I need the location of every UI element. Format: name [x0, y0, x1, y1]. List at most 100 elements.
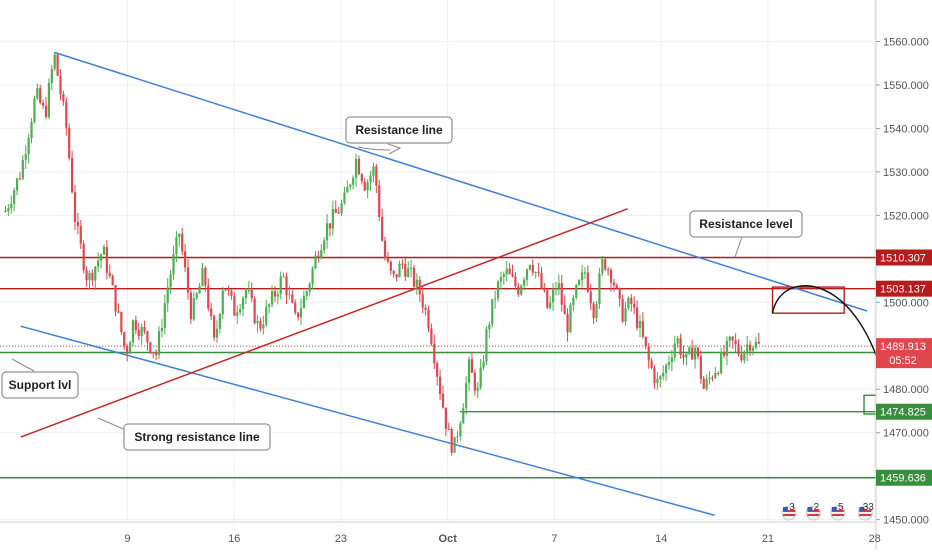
candle-body	[540, 272, 543, 289]
candle-body	[618, 288, 621, 299]
candle-body	[491, 299, 494, 325]
candle-body	[354, 158, 358, 178]
candle-body	[714, 373, 717, 378]
candle-body	[534, 272, 537, 274]
candle-body	[288, 294, 291, 296]
support-lvl-callout[interactable]: Support lvl	[1, 358, 79, 399]
candle-body	[210, 308, 213, 317]
candle-body	[157, 331, 161, 356]
candle-body	[407, 268, 410, 277]
candle-body	[514, 276, 517, 287]
candle-body	[369, 175, 372, 183]
candle-body	[27, 138, 30, 155]
candle-body	[270, 291, 274, 305]
candle-body	[731, 336, 734, 341]
y-tick-label: 1560.000	[883, 37, 929, 49]
candle-body	[520, 285, 523, 295]
candle-body	[279, 276, 282, 295]
candle-body	[13, 190, 16, 204]
candle-body	[233, 295, 236, 316]
candle-body	[627, 297, 630, 309]
candle-body	[757, 341, 760, 344]
candle-body	[410, 267, 413, 269]
candle-body	[462, 407, 465, 424]
candle-body	[218, 314, 221, 329]
candle-body	[160, 327, 164, 332]
event-flag: 2	[805, 502, 821, 521]
candle-body	[502, 274, 505, 278]
candle-body	[630, 297, 633, 304]
candle-body	[105, 246, 108, 273]
event-count-label: 2	[814, 502, 820, 513]
candle-body	[102, 246, 106, 255]
countdown-label: 05:52	[889, 355, 917, 367]
candle-body	[134, 320, 137, 331]
price-labels: 1510.3071503.1371488.4491474.8251459.636…	[876, 249, 932, 486]
candle-body	[10, 203, 13, 209]
y-tick-label: 1540.000	[883, 123, 929, 135]
candle-body	[120, 311, 123, 333]
level-price-tag	[876, 469, 932, 486]
candle-body	[76, 221, 79, 227]
candle-body	[21, 159, 24, 179]
candle-body	[68, 127, 71, 159]
candle-body	[126, 346, 129, 354]
candle-body	[418, 279, 421, 295]
candle-body	[323, 240, 326, 251]
candle-body	[250, 290, 253, 299]
candle-body	[291, 294, 294, 303]
candle-body	[656, 379, 659, 383]
candle-body	[94, 266, 97, 281]
candle-body	[137, 330, 140, 337]
candle-body	[746, 344, 749, 352]
candle-body	[47, 83, 51, 117]
candle-body	[682, 354, 685, 358]
time-axis[interactable]: 9 16 23 Oct 7 14 21 28	[124, 533, 880, 545]
event-flag-canton	[807, 507, 813, 511]
candle-body	[325, 223, 329, 241]
y-tick-label: 1450.000	[883, 515, 929, 527]
candle-body	[485, 329, 488, 362]
candle-body	[265, 306, 268, 325]
candle-body	[528, 265, 531, 270]
candle-body	[734, 340, 737, 345]
strong-resistance-line-callout[interactable]: Strong resistance line	[97, 417, 271, 451]
callouts: Resistance line Resistance level Support…	[1, 116, 803, 451]
candle-body	[346, 187, 349, 193]
candle-body	[508, 268, 511, 275]
candle-body	[424, 307, 427, 310]
candle-body	[580, 272, 584, 281]
resistance-level-callout[interactable]: Resistance level	[689, 210, 803, 258]
candle-body	[198, 286, 201, 294]
candle-body	[59, 75, 62, 95]
candle-body	[702, 378, 705, 389]
candle-body	[664, 364, 668, 373]
candle-body	[549, 302, 552, 308]
candle-body	[438, 376, 442, 394]
candle-body	[476, 387, 479, 391]
lower-channel-trend	[20, 325, 715, 517]
candle-body	[644, 336, 647, 347]
candle-body	[143, 326, 146, 332]
candle-body	[320, 250, 323, 259]
candle-body	[212, 316, 216, 338]
candle-body	[499, 277, 503, 282]
candle-body	[575, 284, 578, 298]
candle-body	[511, 274, 514, 277]
candle-body	[725, 340, 729, 356]
candle-body	[583, 272, 587, 274]
candle-body	[638, 321, 642, 328]
current-price-tag	[876, 338, 932, 369]
candle-body	[192, 298, 195, 320]
candle-body	[601, 259, 604, 274]
level-price-tag	[876, 280, 932, 297]
resistance-line-callout[interactable]: Resistance line	[345, 116, 453, 155]
candle-body	[404, 263, 407, 277]
candle-body	[676, 338, 679, 344]
candle-body	[239, 308, 242, 313]
candle-body	[15, 178, 19, 191]
candle-body	[42, 102, 45, 106]
candle-body	[259, 320, 262, 329]
